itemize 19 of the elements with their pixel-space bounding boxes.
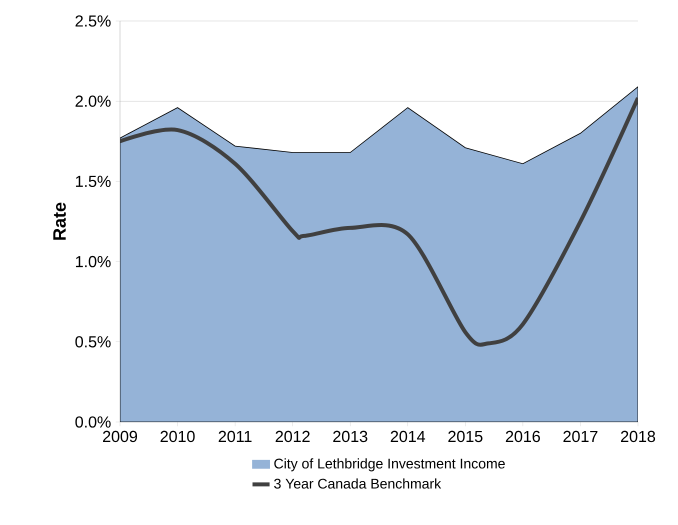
legend-label: 3 Year Canada Benchmark xyxy=(274,478,442,489)
x-tick-label: 2016 xyxy=(506,430,540,442)
x-tick-label: 2011 xyxy=(218,430,252,442)
x-tick-label: 2010 xyxy=(160,430,195,442)
x-tick-label: 2014 xyxy=(390,430,426,442)
y-tick-label: 0.0% xyxy=(75,416,111,428)
y-tick-label: 1.0% xyxy=(76,256,111,268)
x-tick-label: 2013 xyxy=(333,430,368,442)
y-tick-label: 2.5% xyxy=(76,15,111,27)
legend-label: City of Lethbridge Investment Income xyxy=(274,458,505,472)
y-axis-title: Rate xyxy=(53,202,66,240)
x-tick-label: 2015 xyxy=(448,430,482,442)
x-tick-label: 2009 xyxy=(103,430,138,442)
x-tick-label: 2012 xyxy=(276,430,310,442)
x-tick-label: 2017 xyxy=(563,430,598,442)
y-tick-label: 0.5% xyxy=(75,336,111,348)
y-tick-label: 1.5% xyxy=(76,176,111,188)
y-tick-label: 2.0% xyxy=(76,96,111,107)
x-tick-label: 2018 xyxy=(620,430,656,442)
